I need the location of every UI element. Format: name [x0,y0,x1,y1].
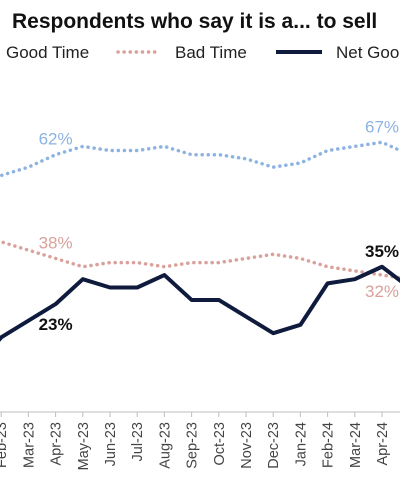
x-tick-label: Mar-24 [348,422,364,468]
data-label: 32% [365,282,399,301]
series-layer [0,140,400,342]
legend: Good Time Bad Time Net Good [6,43,400,62]
data-label: 23% [39,315,73,334]
x-tick-label: Apr-23 [49,422,65,466]
x-tick-label: Dec-23 [266,422,282,469]
x-tick-label: May-23 [76,422,92,470]
series-line-bad-time [0,239,400,280]
legend-label-bad-time: Bad Time [175,43,247,62]
x-tick-label: Sep-23 [185,422,201,469]
x-tick-label: Feb-24 [321,422,337,468]
data-label: 62% [39,130,73,149]
data-label: 67% [365,117,399,136]
chart-title: Respondents who say it is a... to sell [12,10,377,33]
x-tick-label: Nov-23 [239,422,255,469]
legend-label-net-good: Net Good [336,43,400,62]
data-labels: 62% 67% 38% 32% 23% 35% [39,117,399,334]
legend-label-good-time: Good Time [6,43,89,62]
series-line-good-time [0,140,400,178]
data-label: 35% [365,242,399,261]
x-tick-label: Oct-23 [212,422,228,466]
x-tick-label: Jul-23 [130,422,146,462]
x-tick-label: Feb-23 [0,422,10,468]
x-axis-ticks: Jan-23Feb-23Mar-23Apr-23May-23Jun-23Jul-… [0,412,391,470]
x-tick-label: Mar-23 [21,422,37,468]
series-line-net-good [0,264,400,342]
x-tick-label: Aug-23 [157,422,173,469]
x-tick-label: Jan-24 [293,422,309,466]
x-tick-label: Jun-23 [103,422,119,466]
x-tick-label: Apr-24 [375,422,391,466]
data-label: 38% [39,233,73,252]
